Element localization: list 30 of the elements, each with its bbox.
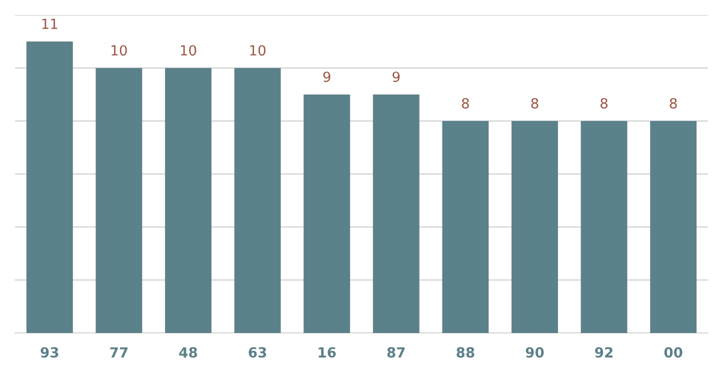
data-label: 10 (180, 45, 196, 56)
x-tick-label: 77 (110, 347, 128, 358)
x-tick-label: 00 (664, 347, 682, 358)
data-label: 11 (42, 18, 58, 29)
data-label: 8 (600, 98, 608, 109)
bar (234, 68, 281, 333)
data-label: 10 (250, 45, 266, 56)
bar (96, 68, 142, 333)
bar (512, 121, 558, 333)
bar (650, 121, 697, 333)
bar (304, 94, 350, 333)
x-tick-label: 16 (318, 347, 336, 358)
data-label: 8 (531, 98, 538, 109)
data-label: 9 (392, 72, 400, 82)
x-tick-label: 92 (595, 347, 613, 358)
bar (165, 68, 212, 333)
bar (26, 42, 73, 333)
x-tick-label: 87 (387, 347, 405, 358)
x-tick-label: 63 (248, 347, 266, 358)
x-tick-label: 93 (40, 347, 58, 358)
data-label: 9 (323, 72, 330, 82)
bar (372, 94, 420, 333)
bar (580, 121, 628, 333)
data-label: 8 (462, 98, 469, 109)
x-tick-label: 48 (179, 347, 198, 358)
data-label: 8 (670, 98, 677, 109)
data-label: 10 (112, 45, 127, 56)
bar (442, 121, 489, 333)
x-tick-label: 90 (526, 347, 544, 358)
x-tick-label: 88 (456, 347, 474, 358)
